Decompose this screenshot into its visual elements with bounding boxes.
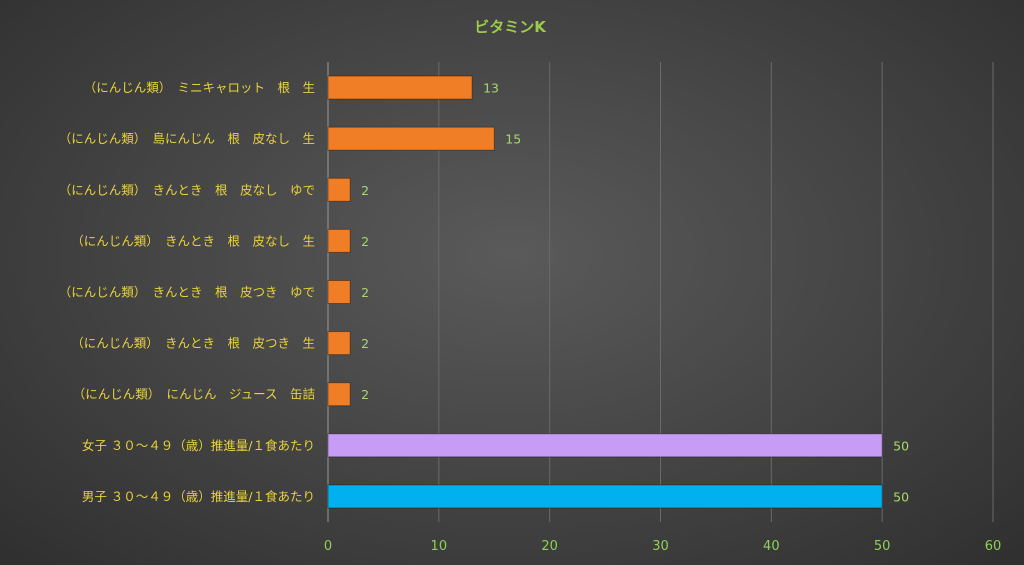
category-label: 女子 ３０～４９（歳）推進量/１食あたり [82,438,315,453]
bar [327,177,351,202]
data-label: 2 [361,183,369,198]
bar [327,126,495,151]
category-label: （にんじん類） 島にんじん 根 皮なし 生 [59,131,315,146]
data-label: 50 [893,438,909,453]
data-label: 2 [361,387,369,402]
category-label: （にんじん類） ミニキャロット 根 生 [84,80,315,95]
x-tick-label: 0 [324,539,332,554]
data-label: 2 [361,285,369,300]
bar [327,433,883,458]
category-label: （にんじん類） きんとき 根 皮なし ゆで [59,182,315,197]
x-tick-label: 60 [985,539,1002,554]
x-tick-label: 50 [874,539,891,554]
bar [327,280,351,304]
x-tick-label: 20 [541,539,558,554]
data-label: 2 [361,234,369,249]
data-label: 2 [361,336,369,351]
category-label: （にんじん類） にんじん ジュース 缶詰 [73,387,315,402]
x-tick-label: 10 [431,539,448,554]
chart-title: ビタミンK [474,18,547,36]
bar [327,75,473,100]
data-label: 13 [483,81,499,96]
x-tick-label: 30 [652,539,669,554]
category-label: （にんじん類） きんとき 根 皮つき ゆで [59,285,315,300]
bar [327,331,351,356]
data-label: 15 [505,132,521,147]
x-tick-label: 40 [763,539,780,554]
category-label: 男子 ３０～４９（歳）推進量/１食あたり [82,489,315,504]
bar [327,484,883,509]
category-label: （にんじん類） きんとき 根 皮つき 生 [71,336,315,351]
category-label: （にんじん類） きんとき 根 皮なし 生 [71,233,315,248]
data-label: 50 [893,489,909,504]
bar [327,228,351,253]
bar [327,382,351,407]
